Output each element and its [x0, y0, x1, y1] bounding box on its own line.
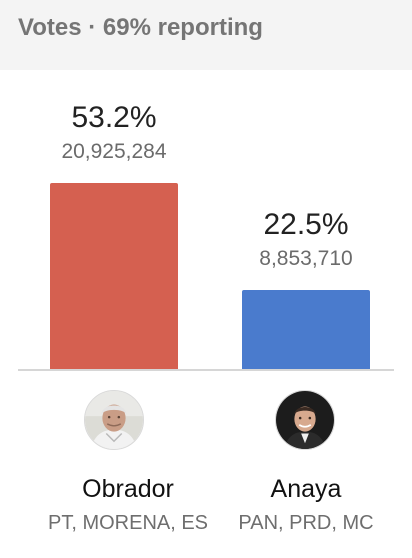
candidate-party: PT, MORENA, ES — [47, 512, 209, 534]
percent-label: 22.5% — [263, 208, 349, 241]
candidate-name: Anaya — [270, 475, 342, 503]
bar-obrador — [50, 183, 178, 369]
candidate-party: PAN, PRD, MC — [238, 512, 374, 534]
page-title: Votes · 69% reporting — [18, 14, 263, 41]
bar-anaya — [242, 290, 370, 369]
percent-label: 53.2% — [71, 101, 157, 134]
candidate-avatar-anaya — [275, 390, 335, 450]
header-bar: Votes · 69% reporting — [0, 0, 412, 70]
candidate-name: Obrador — [82, 475, 174, 503]
chart-baseline — [18, 369, 394, 371]
person-photo-icon — [85, 391, 143, 449]
person-photo-icon — [276, 391, 334, 449]
vote-count-label: 20,925,284 — [61, 140, 167, 163]
candidate-avatar-obrador — [84, 390, 144, 450]
vote-count-label: 8,853,710 — [259, 247, 353, 270]
